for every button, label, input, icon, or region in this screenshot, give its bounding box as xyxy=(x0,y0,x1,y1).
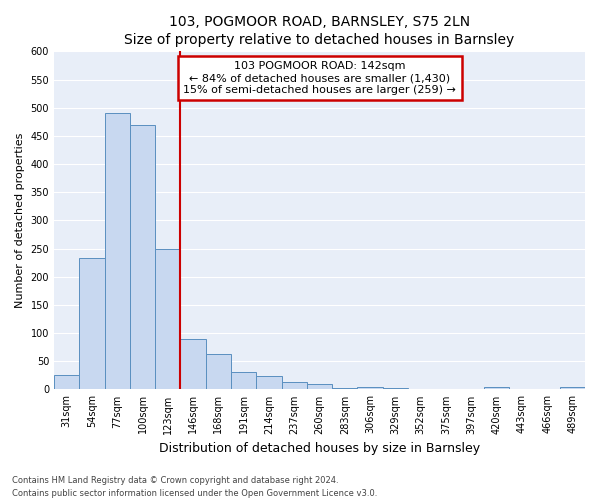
Bar xyxy=(181,338,206,390)
Text: 103 POGMOOR ROAD: 142sqm
← 84% of detached houses are smaller (1,430)
15% of sem: 103 POGMOOR ROAD: 142sqm ← 84% of detach… xyxy=(183,62,456,94)
Bar xyxy=(54,376,79,390)
Bar xyxy=(535,389,560,390)
Bar xyxy=(281,382,307,390)
Text: Contains HM Land Registry data © Crown copyright and database right 2024.
Contai: Contains HM Land Registry data © Crown c… xyxy=(12,476,377,498)
Bar xyxy=(130,124,155,390)
Bar xyxy=(104,114,130,390)
Bar xyxy=(206,354,231,390)
Bar xyxy=(383,388,408,390)
Bar xyxy=(332,388,358,390)
Title: 103, POGMOOR ROAD, BARNSLEY, S75 2LN
Size of property relative to detached house: 103, POGMOOR ROAD, BARNSLEY, S75 2LN Siz… xyxy=(124,15,515,48)
X-axis label: Distribution of detached houses by size in Barnsley: Distribution of detached houses by size … xyxy=(159,442,480,455)
Bar xyxy=(79,258,104,390)
Bar xyxy=(256,376,281,390)
Bar xyxy=(155,248,181,390)
Bar xyxy=(307,384,332,390)
Bar xyxy=(358,386,383,390)
Bar xyxy=(231,372,256,390)
Y-axis label: Number of detached properties: Number of detached properties xyxy=(15,132,25,308)
Bar xyxy=(408,389,433,390)
Bar xyxy=(484,386,509,390)
Bar xyxy=(509,389,535,390)
Bar xyxy=(458,389,484,390)
Bar xyxy=(560,386,585,390)
Bar xyxy=(433,389,458,390)
